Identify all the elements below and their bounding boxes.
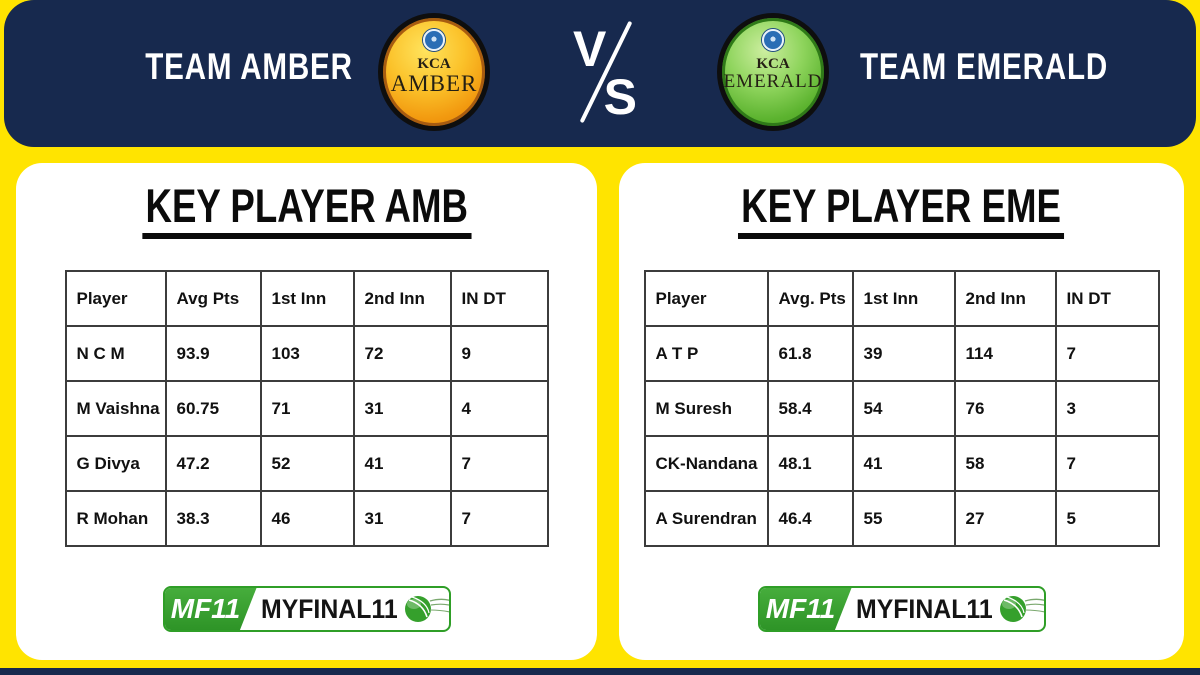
table-header-row: Player Avg Pts 1st Inn 2nd Inn IN DT bbox=[64, 270, 549, 328]
mf11-abbr: MF11 bbox=[164, 588, 257, 630]
vs-letter-v: V bbox=[573, 21, 607, 77]
match-banner: TEAM AMBER KCA AMBER V S KCA EMERALD TEA… bbox=[4, 0, 1196, 147]
table-cell: 114 bbox=[953, 325, 1057, 383]
table-cell: 52 bbox=[259, 435, 355, 493]
table-cell: 7 bbox=[449, 490, 549, 548]
myfinal11-logo: MF11 MYFINAL11 bbox=[162, 586, 451, 632]
table-cell: 60.75 bbox=[164, 380, 262, 438]
key-player-card-amb: KEY PLAYER AMB Player Avg Pts 1st Inn 2nd I… bbox=[16, 163, 597, 660]
myfinal11-wordmark: MYFINAL11 bbox=[855, 593, 993, 624]
table-cell: 31 bbox=[352, 490, 452, 548]
cricket-ball-icon bbox=[405, 596, 449, 622]
table-cell: N C M bbox=[64, 325, 167, 383]
table-cell: 46 bbox=[259, 490, 355, 548]
table-cell: R Mohan bbox=[64, 490, 167, 548]
myfinal11-wordmark: MYFINAL11 bbox=[260, 593, 398, 624]
table-cell: 54 bbox=[851, 380, 956, 438]
myfinal11-logo: MF11 MYFINAL11 bbox=[757, 586, 1046, 632]
table-row: R Mohan 38.3 46 31 7 bbox=[64, 490, 549, 548]
badge-org-text: KCA bbox=[417, 56, 451, 72]
table-cell: 38.3 bbox=[164, 490, 262, 548]
table-cell: A T P bbox=[643, 325, 769, 383]
table-cell: 71 bbox=[259, 380, 355, 438]
badge-team-text: AMBER bbox=[390, 71, 478, 96]
table-cell: 7 bbox=[449, 435, 549, 493]
table-row: M Vaishna 60.75 71 31 4 bbox=[64, 380, 549, 438]
table-cell: G Divya bbox=[64, 435, 167, 493]
table-cell: 7 bbox=[1054, 435, 1160, 493]
card-title: KEY PLAYER EME bbox=[738, 181, 1065, 240]
badge-team-text: EMERALD bbox=[723, 71, 823, 92]
table-row: M Suresh 58.4 54 76 3 bbox=[643, 380, 1160, 438]
vs-letter-s: S bbox=[603, 69, 637, 125]
table-cell: 58 bbox=[953, 435, 1057, 493]
table-cell: 3 bbox=[1054, 380, 1160, 438]
table-cell: 5 bbox=[1054, 490, 1160, 548]
mf11-abbr: MF11 bbox=[759, 588, 852, 630]
column-header: IN DT bbox=[1054, 270, 1160, 328]
column-header: 2nd Inn bbox=[953, 270, 1057, 328]
column-header: 2nd Inn bbox=[352, 270, 452, 328]
table-cell: 93.9 bbox=[164, 325, 262, 383]
table-cell: 9 bbox=[449, 325, 549, 383]
column-header: 1st Inn bbox=[851, 270, 956, 328]
column-header: Avg Pts bbox=[164, 270, 262, 328]
table-cell: 41 bbox=[352, 435, 452, 493]
table-header-row: Player Avg. Pts 1st Inn 2nd Inn IN DT bbox=[643, 270, 1160, 328]
table-cell: M Suresh bbox=[643, 380, 769, 438]
table-cell: 61.8 bbox=[766, 325, 854, 383]
team1-name: TEAM AMBER bbox=[145, 46, 353, 87]
kca-emblem-icon bbox=[423, 29, 445, 51]
table-cell: 47.2 bbox=[164, 435, 262, 493]
card-title: KEY PLAYER AMB bbox=[142, 181, 471, 240]
column-header: IN DT bbox=[449, 270, 549, 328]
table-cell: 27 bbox=[953, 490, 1057, 548]
table-row: G Divya 47.2 52 41 7 bbox=[64, 435, 549, 493]
table-cell: 55 bbox=[851, 490, 956, 548]
table-cell: 72 bbox=[352, 325, 452, 383]
cricket-ball-icon bbox=[1000, 596, 1044, 622]
table-cell: 7 bbox=[1054, 325, 1160, 383]
kca-emblem-icon bbox=[762, 29, 784, 51]
table-cell: 48.1 bbox=[766, 435, 854, 493]
table-cell: 103 bbox=[259, 325, 355, 383]
table-row: A T P 61.8 39 114 7 bbox=[643, 325, 1160, 383]
table-row: CK-Nandana 48.1 41 58 7 bbox=[643, 435, 1160, 493]
table-row: N C M 93.9 103 72 9 bbox=[64, 325, 549, 383]
column-header: Avg. Pts bbox=[766, 270, 854, 328]
table-cell: 39 bbox=[851, 325, 956, 383]
table-row: A Surendran 46.4 55 27 5 bbox=[643, 490, 1160, 548]
table-cell: A Surendran bbox=[643, 490, 769, 548]
team2-badge: KCA EMERALD bbox=[717, 13, 829, 131]
table-cell: 58.4 bbox=[766, 380, 854, 438]
key-player-table-amb: Player Avg Pts 1st Inn 2nd Inn IN DT N C M 93… bbox=[64, 270, 549, 548]
table-cell: M Vaishna bbox=[64, 380, 167, 438]
team2-name: TEAM EMERALD bbox=[859, 46, 1109, 87]
table-cell: 76 bbox=[953, 380, 1057, 438]
table-cell: 4 bbox=[449, 380, 549, 438]
bottom-border bbox=[0, 668, 1200, 675]
team1-badge: KCA AMBER bbox=[378, 13, 490, 131]
table-cell: 41 bbox=[851, 435, 956, 493]
badge-org-text: KCA bbox=[756, 56, 790, 72]
column-header: Player bbox=[643, 270, 769, 328]
column-header: Player bbox=[64, 270, 167, 328]
key-player-card-eme: KEY PLAYER EME Player Avg. Pts 1st Inn 2nd … bbox=[619, 163, 1184, 660]
table-cell: 46.4 bbox=[766, 490, 854, 548]
table-cell: 31 bbox=[352, 380, 452, 438]
column-header: 1st Inn bbox=[259, 270, 355, 328]
table-cell: CK-Nandana bbox=[643, 435, 769, 493]
versus-mark: V S bbox=[573, 20, 641, 125]
